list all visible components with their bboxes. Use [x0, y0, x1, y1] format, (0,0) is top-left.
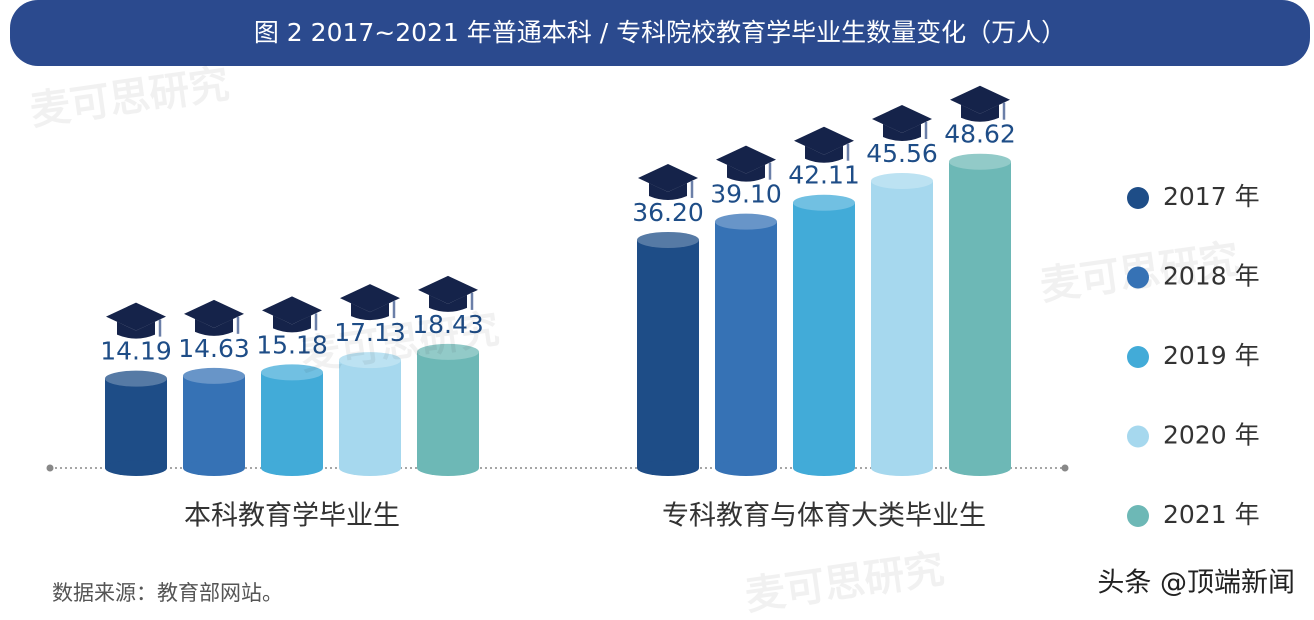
bar [715, 221, 777, 468]
grad-cap [794, 126, 854, 163]
bar-bottom [261, 460, 323, 476]
value-label: 36.20 [632, 198, 704, 227]
bar [105, 378, 167, 468]
grad-cap [872, 104, 932, 141]
grad-cap [418, 275, 478, 312]
bar [871, 180, 933, 469]
cap-board [716, 145, 776, 174]
cap-base [351, 303, 389, 321]
bar-top [183, 367, 245, 384]
title-bar [10, 0, 1310, 66]
cap-board [184, 299, 244, 328]
bar [417, 351, 479, 468]
cap-board [638, 163, 698, 192]
bar [183, 375, 245, 468]
bar-top [715, 213, 777, 230]
cap-base [961, 104, 999, 122]
bar-bottom [637, 460, 699, 476]
legend-swatch [1127, 187, 1149, 209]
cap-board [340, 284, 400, 313]
bar-top [871, 172, 933, 189]
value-label: 17.13 [334, 318, 406, 347]
value-label: 42.11 [788, 161, 860, 190]
cap-base [883, 123, 921, 141]
bar-top [793, 194, 855, 211]
cap-base [429, 294, 467, 312]
cap-base [117, 321, 155, 339]
cap-base [195, 318, 233, 336]
grad-cap [106, 302, 166, 339]
bar-top [417, 343, 479, 360]
bar-bottom [715, 460, 777, 476]
bar [637, 239, 699, 468]
cap-board [794, 126, 854, 155]
bar-bottom [417, 460, 479, 476]
value-label: 14.63 [178, 334, 250, 363]
value-label: 14.19 [100, 337, 172, 366]
bar [261, 372, 323, 468]
legend-swatch [1127, 505, 1149, 527]
bar [949, 161, 1011, 468]
value-label: 39.10 [710, 180, 782, 209]
bar [339, 360, 401, 468]
bar-top [339, 352, 401, 369]
watermark: 麦可思研究 [742, 546, 946, 619]
bar-bottom [949, 460, 1011, 476]
baseline-dot [1061, 464, 1069, 472]
bar-top [261, 364, 323, 381]
value-label: 15.18 [256, 330, 328, 359]
grad-cap [638, 163, 698, 200]
value-label: 45.56 [866, 139, 938, 168]
grad-cap [716, 145, 776, 182]
legend-label: 2020 年 [1163, 421, 1260, 450]
bar-top [949, 153, 1011, 170]
legend-label: 2018 年 [1163, 262, 1260, 291]
source: 数据来源：教育部网站。 [52, 581, 283, 605]
grad-cap [262, 296, 322, 333]
legend-label: 2019 年 [1163, 341, 1260, 370]
bar-top [105, 370, 167, 387]
cap-board [872, 104, 932, 133]
legend-label: 2021 年 [1163, 500, 1260, 529]
cap-base [273, 315, 311, 333]
cap-board [950, 85, 1010, 114]
cap-board [106, 302, 166, 331]
bar-top [637, 231, 699, 248]
bar-bottom [793, 460, 855, 476]
legend-swatch [1127, 346, 1149, 368]
bar-bottom [339, 460, 401, 476]
x-tick-label: 专科教育与体育大类毕业生 [662, 501, 986, 532]
bar-bottom [183, 460, 245, 476]
credit: 头条 @顶端新闻 [1097, 568, 1295, 599]
legend-label: 2017 年 [1163, 182, 1260, 211]
legend-swatch [1127, 266, 1149, 289]
grad-cap [950, 85, 1010, 122]
bar [793, 202, 855, 468]
bar-bottom [105, 460, 167, 476]
watermark: 麦可思研究 [27, 61, 231, 134]
value-label: 18.43 [412, 310, 484, 339]
cap-base [805, 145, 843, 163]
value-label: 48.62 [944, 120, 1016, 149]
cap-board [262, 296, 322, 325]
bar-bottom [871, 460, 933, 476]
cap-base [649, 182, 687, 200]
legend-swatch [1127, 425, 1149, 448]
x-tick-label: 本科教育学毕业生 [184, 501, 400, 532]
chart-title: 图 2 2017~2021 年普通本科 / 专科院校教育学毕业生数量变化（万人） [254, 18, 1066, 47]
grad-cap [340, 284, 400, 321]
cap-base [727, 164, 765, 182]
baseline-dot [46, 464, 54, 472]
grad-cap [184, 299, 244, 336]
cap-board [418, 275, 478, 304]
